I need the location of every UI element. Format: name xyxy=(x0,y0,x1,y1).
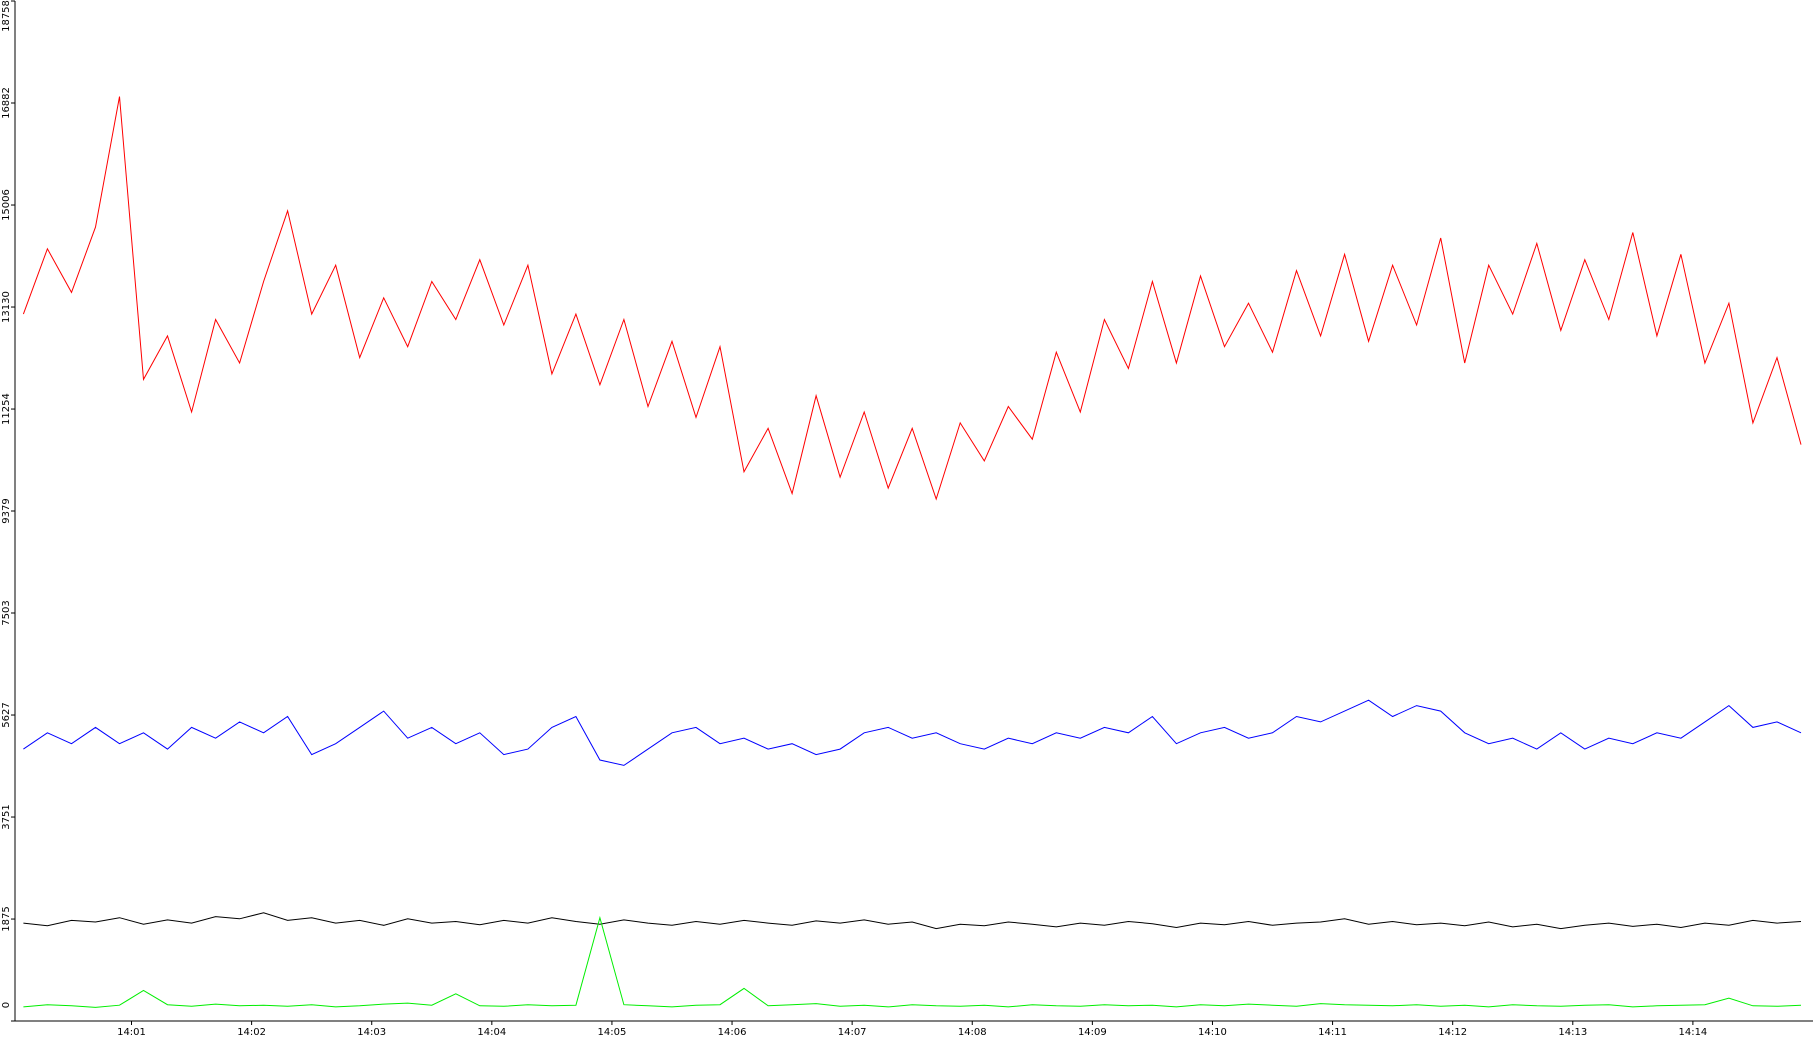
x-tick-label: 14:01 xyxy=(117,1027,146,1038)
y-tick-label: 16882 xyxy=(1,87,12,119)
series-line xyxy=(23,912,1802,930)
x-tick-label: 14:06 xyxy=(718,1027,747,1038)
x-tick-label: 14:10 xyxy=(1198,1027,1227,1038)
y-tick-label: 11254 xyxy=(1,393,12,425)
series-line xyxy=(23,915,1802,1008)
y-tick-label: 1875 xyxy=(1,906,12,931)
series-line xyxy=(22,96,1802,501)
y-tick-label: 9379 xyxy=(1,498,12,523)
y-tick-label: 7503 xyxy=(1,600,12,625)
x-tick-label: 14:08 xyxy=(958,1027,987,1038)
x-tick-label: 14:02 xyxy=(237,1027,266,1038)
y-tick-label: 5627 xyxy=(1,702,12,727)
x-tick-label: 14:04 xyxy=(477,1027,506,1038)
y-tick-label: 15006 xyxy=(1,189,12,221)
series-line xyxy=(23,699,1802,766)
y-tick-label: 3751 xyxy=(1,804,12,829)
x-tick-label: 14:09 xyxy=(1078,1027,1107,1038)
y-tick-label: 18758 xyxy=(1,0,12,32)
y-tick-label: 13130 xyxy=(1,291,12,323)
x-tick-label: 14:05 xyxy=(598,1027,627,1038)
x-tick-label: 14:07 xyxy=(838,1027,867,1038)
x-tick-label: 14:13 xyxy=(1558,1027,1587,1038)
x-tick-label: 14:11 xyxy=(1318,1027,1347,1038)
y-tick-label: 0 xyxy=(1,1002,12,1008)
x-tick-label: 14:03 xyxy=(357,1027,386,1038)
x-tick-label: 14:14 xyxy=(1678,1027,1707,1038)
x-tick-label: 14:12 xyxy=(1438,1027,1467,1038)
